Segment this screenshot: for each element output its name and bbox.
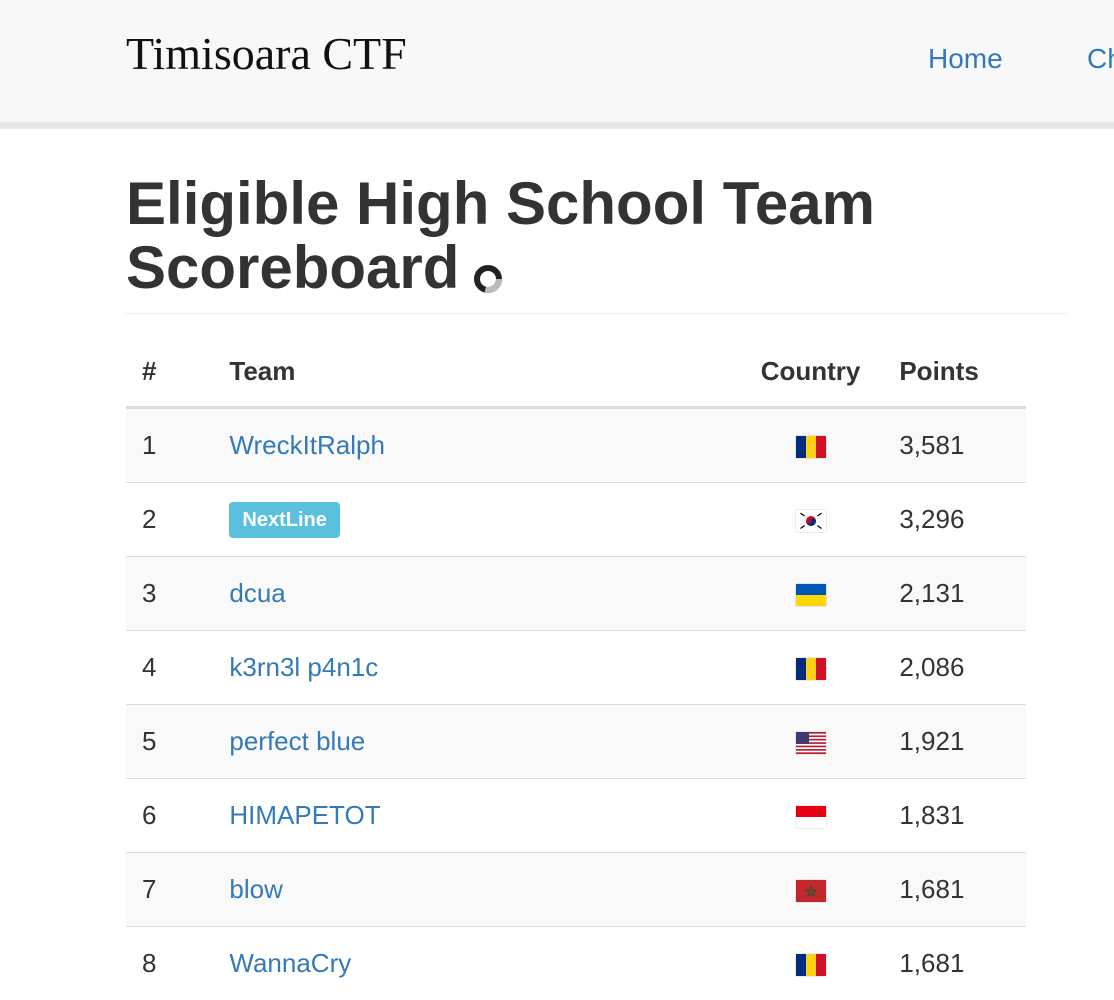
- country-cell: [738, 408, 884, 483]
- page-title-text: Scoreboard: [126, 234, 459, 301]
- table-row: 8 WannaCry 1,681: [126, 927, 1026, 1000]
- team-link[interactable]: k3rn3l p4n1c: [229, 652, 378, 682]
- team-badge-link[interactable]: NextLine: [229, 502, 339, 538]
- points-cell: 2,086: [883, 631, 1026, 705]
- team-cell: NextLine: [213, 483, 737, 557]
- points-cell: 1,681: [883, 853, 1026, 927]
- table-header-row: # Team Country Points: [126, 336, 1026, 408]
- morocco-flag-icon: [796, 880, 826, 902]
- scoreboard-body: 1 WreckItRalph 3,581 2 NextLine 3,296 3 dcua 2,1…: [126, 408, 1026, 1000]
- header-country: Country: [738, 336, 884, 408]
- indonesia-flag-icon: [796, 806, 826, 828]
- navbar: Timisoara CTF Home Ch: [0, 0, 1114, 129]
- team-cell: HIMAPETOT: [213, 779, 737, 853]
- nav-link-challenges[interactable]: Ch: [1087, 40, 1114, 78]
- team-link[interactable]: perfect blue: [229, 726, 365, 756]
- rank-cell: 1: [126, 408, 213, 483]
- points-cell: 3,296: [883, 483, 1026, 557]
- table-row: 3 dcua 2,131: [126, 557, 1026, 631]
- team-link[interactable]: blow: [229, 874, 282, 904]
- rank-cell: 8: [126, 927, 213, 1000]
- usa-flag-icon: [796, 732, 826, 754]
- team-cell: k3rn3l p4n1c: [213, 631, 737, 705]
- country-cell: [738, 779, 884, 853]
- points-cell: 1,921: [883, 705, 1026, 779]
- points-cell: 1,681: [883, 927, 1026, 1000]
- team-cell: dcua: [213, 557, 737, 631]
- team-cell: WreckItRalph: [213, 408, 737, 483]
- country-cell: [738, 705, 884, 779]
- country-cell: [738, 853, 884, 927]
- page-title-line-1: Eligible High School Team: [126, 172, 1066, 236]
- page-title: Eligible High School Team Scoreboard: [126, 172, 1066, 300]
- page-title-line-2: Scoreboard: [126, 236, 1066, 300]
- table-row: 6 HIMAPETOT 1,831: [126, 779, 1026, 853]
- team-cell: WannaCry: [213, 927, 737, 1000]
- points-cell: 3,581: [883, 408, 1026, 483]
- table-row: 7 blow 1,681: [126, 853, 1026, 927]
- header-points: Points: [883, 336, 1026, 408]
- points-cell: 1,831: [883, 779, 1026, 853]
- country-cell: [738, 927, 884, 1000]
- romania-flag-icon: [796, 436, 826, 458]
- page-header: Eligible High School Team Scoreboard: [126, 172, 1066, 314]
- romania-flag-icon: [796, 954, 826, 976]
- points-cell: 2,131: [883, 557, 1026, 631]
- table-row: 2 NextLine 3,296: [126, 483, 1026, 557]
- nav-link-home[interactable]: Home: [928, 40, 1003, 78]
- rank-cell: 6: [126, 779, 213, 853]
- rank-cell: 4: [126, 631, 213, 705]
- team-link[interactable]: HIMAPETOT: [229, 800, 380, 830]
- spinner-icon: [473, 242, 503, 272]
- romania-flag-icon: [796, 658, 826, 680]
- brand-link[interactable]: Timisoara CTF: [126, 26, 407, 82]
- country-cell: [738, 557, 884, 631]
- country-cell: [738, 483, 884, 557]
- table-row: 5 perfect blue 1,921: [126, 705, 1026, 779]
- table-row: 4 k3rn3l p4n1c 2,086: [126, 631, 1026, 705]
- rank-cell: 7: [126, 853, 213, 927]
- rank-cell: 3: [126, 557, 213, 631]
- team-link[interactable]: dcua: [229, 578, 285, 608]
- team-link[interactable]: WannaCry: [229, 948, 351, 978]
- ukraine-flag-icon: [796, 584, 826, 606]
- team-link[interactable]: WreckItRalph: [229, 430, 385, 460]
- header-rank: #: [126, 336, 213, 408]
- rank-cell: 5: [126, 705, 213, 779]
- team-cell: perfect blue: [213, 705, 737, 779]
- country-cell: [738, 631, 884, 705]
- scoreboard-table: # Team Country Points 1 WreckItRalph 3,581…: [126, 336, 1026, 1000]
- rank-cell: 2: [126, 483, 213, 557]
- south-korea-flag-icon: [796, 510, 826, 532]
- team-cell: blow: [213, 853, 737, 927]
- table-row: 1 WreckItRalph 3,581: [126, 408, 1026, 483]
- header-team: Team: [213, 336, 737, 408]
